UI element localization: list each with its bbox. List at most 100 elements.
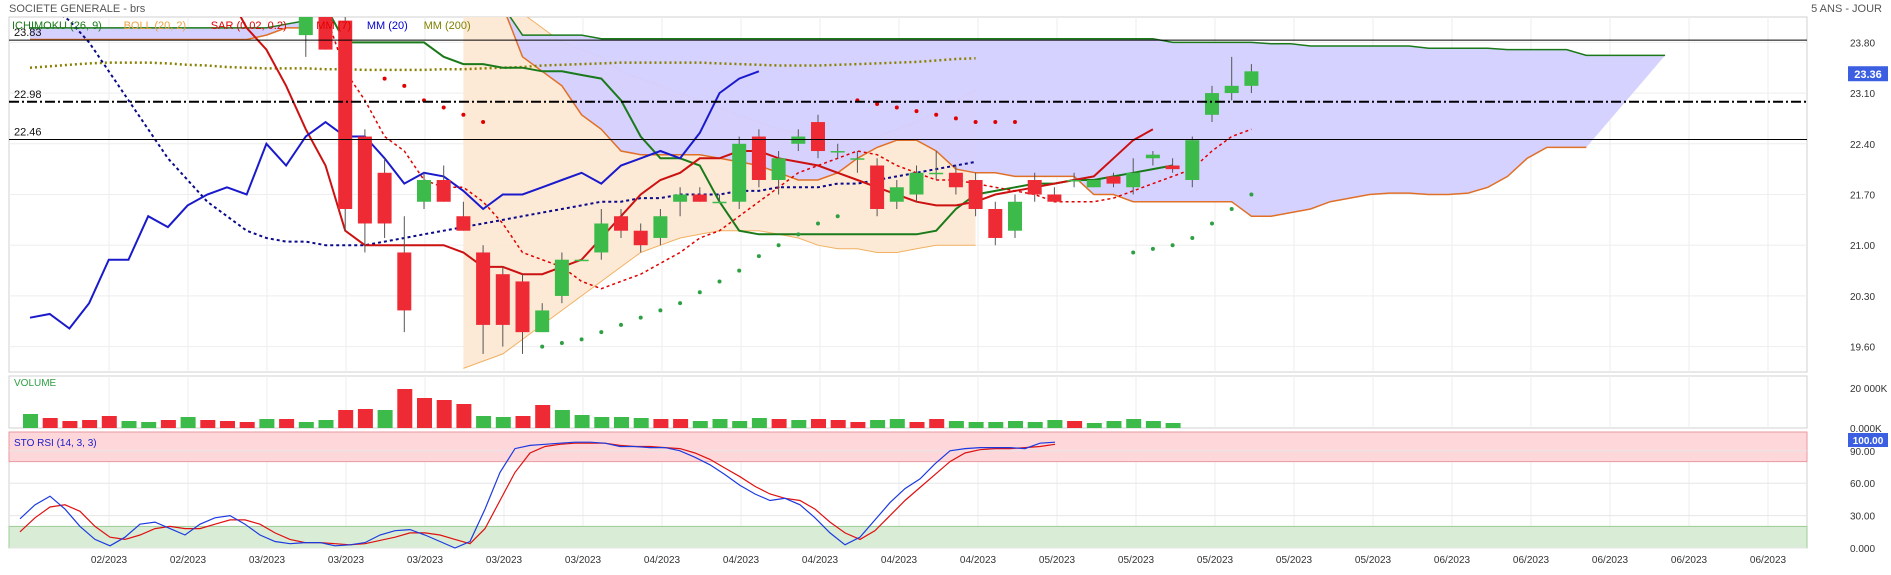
volume-bar [318, 420, 334, 428]
volume-bar [712, 419, 728, 428]
volume-bar [82, 420, 98, 428]
candle-body [436, 180, 451, 202]
sar-dot [579, 337, 584, 342]
volume-bar [259, 419, 275, 428]
level-label: 22.98 [14, 89, 42, 101]
volume-tick-label: 20 000K [1850, 384, 1888, 395]
sar-dot [894, 105, 899, 110]
volume-bar [574, 415, 590, 428]
candle-body [948, 172, 963, 188]
volume-bar [180, 417, 196, 428]
volume-bar [771, 419, 787, 428]
sar-dot [934, 112, 939, 117]
volume-bar [1106, 421, 1122, 428]
candle-body [1224, 85, 1239, 94]
x-tick-label: 05/2023 [1118, 555, 1155, 566]
sar-dot [402, 83, 407, 88]
sar-dot [619, 322, 623, 327]
rsi-oversold-zone [8, 525, 1808, 549]
sar-dot [914, 109, 919, 114]
sar-dot [638, 315, 643, 320]
volume-bar [811, 419, 826, 428]
candle-body [417, 180, 431, 202]
period-label: 5 ANS - JOUR [1811, 3, 1882, 15]
volume-tick-label: 0.000K [1850, 424, 1882, 435]
sar-dot [1249, 192, 1254, 197]
x-tick-label: 05/2023 [1197, 555, 1234, 566]
rsi-tick-label: 0.000 [1850, 544, 1875, 555]
sar-dot [717, 279, 722, 284]
volume-bar [988, 422, 1004, 428]
candle-body [692, 194, 707, 202]
x-tick-label: 03/2023 [407, 555, 444, 566]
x-tick-label: 02/2023 [170, 555, 207, 566]
level-label: 23.83 [14, 27, 42, 39]
volume-bar [23, 414, 38, 428]
rsi-tick-label: 30.00 [1850, 512, 1875, 523]
volume-bar [239, 422, 255, 428]
volume-bar [929, 419, 945, 428]
candle-body [1008, 201, 1022, 231]
volume-bar [42, 418, 58, 428]
volume-bar [751, 418, 767, 428]
candle-body [811, 122, 825, 152]
y-tick-label: 23.10 [1850, 89, 1875, 100]
sar-dot [1190, 235, 1195, 240]
volume-bar [377, 410, 393, 428]
x-tick-label: 06/2023 [1750, 555, 1787, 566]
volume-pane [8, 375, 1808, 429]
sar-dot [1013, 120, 1017, 125]
kumo-span-a [509, 17, 1666, 57]
indicator-legend-label: MM (20) [367, 20, 408, 32]
sar-dot [756, 254, 761, 259]
volume-bar [889, 419, 905, 428]
sar-dot [559, 341, 564, 346]
candle-body [1145, 154, 1160, 159]
rsi-tick-label: 60.00 [1850, 479, 1875, 490]
candle-body [476, 252, 491, 325]
y-tick-label: 20.30 [1850, 292, 1875, 303]
x-tick-label: 05/2023 [1276, 555, 1313, 566]
x-tick-label: 05/2023 [1039, 555, 1076, 566]
candle-body [1086, 180, 1101, 188]
sar-dot [1170, 243, 1175, 248]
candle-body [1244, 71, 1259, 86]
x-tick-label: 06/2023 [1671, 555, 1708, 566]
candle-body [1205, 93, 1219, 115]
candle-body [377, 172, 392, 224]
x-tick-label: 04/2023 [960, 555, 997, 566]
sar-dot [816, 221, 820, 226]
volume-bar [850, 422, 866, 428]
candle-body [1126, 172, 1141, 188]
x-tick-label: 06/2023 [1592, 555, 1629, 566]
candle-body [515, 281, 530, 333]
volume-bar [101, 416, 117, 428]
sar-dot [1229, 206, 1234, 211]
rsi-last-badge [1848, 433, 1888, 447]
volume-bar [968, 422, 984, 428]
candle-body [732, 143, 747, 202]
volume-bar [1027, 422, 1043, 428]
candle-body [338, 20, 353, 209]
kumo-fill [507, 17, 1666, 217]
candle-body [771, 158, 786, 181]
volume-bar [338, 410, 354, 428]
x-tick-label: 04/2023 [723, 555, 760, 566]
sar-dot [461, 112, 466, 117]
y-tick-label: 21.00 [1850, 241, 1875, 252]
volume-bar [62, 421, 78, 428]
volume-bar [1047, 420, 1063, 428]
candle-body [850, 158, 865, 160]
candle-body [929, 172, 944, 175]
volume-bar [141, 422, 157, 428]
volume-bar [160, 420, 176, 428]
volume-bar [673, 419, 689, 428]
x-tick-label: 03/2023 [486, 555, 523, 566]
chart-title: SOCIETE GENERALE - brs [9, 3, 146, 15]
volume-bar [1126, 419, 1142, 428]
indicator-legend-label: MM (200) [424, 20, 471, 32]
kumo-left-fill [30, 20, 306, 40]
volume-bar [791, 420, 807, 428]
candle-body [1165, 165, 1180, 170]
